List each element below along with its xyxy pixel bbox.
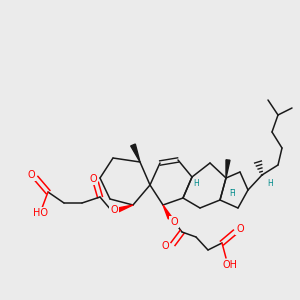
Polygon shape <box>226 160 230 178</box>
Text: H: H <box>267 178 273 188</box>
Polygon shape <box>163 205 172 219</box>
Text: O: O <box>236 224 244 234</box>
Text: O: O <box>110 205 118 215</box>
Text: O: O <box>27 170 35 180</box>
Text: O: O <box>89 174 97 184</box>
Text: OH: OH <box>223 260 238 270</box>
Text: H: H <box>193 179 199 188</box>
Polygon shape <box>131 144 140 162</box>
Text: HO: HO <box>33 208 48 218</box>
Text: H̅: H̅ <box>229 188 235 197</box>
Polygon shape <box>117 205 133 212</box>
Text: O: O <box>170 217 178 227</box>
Text: O: O <box>161 241 169 251</box>
